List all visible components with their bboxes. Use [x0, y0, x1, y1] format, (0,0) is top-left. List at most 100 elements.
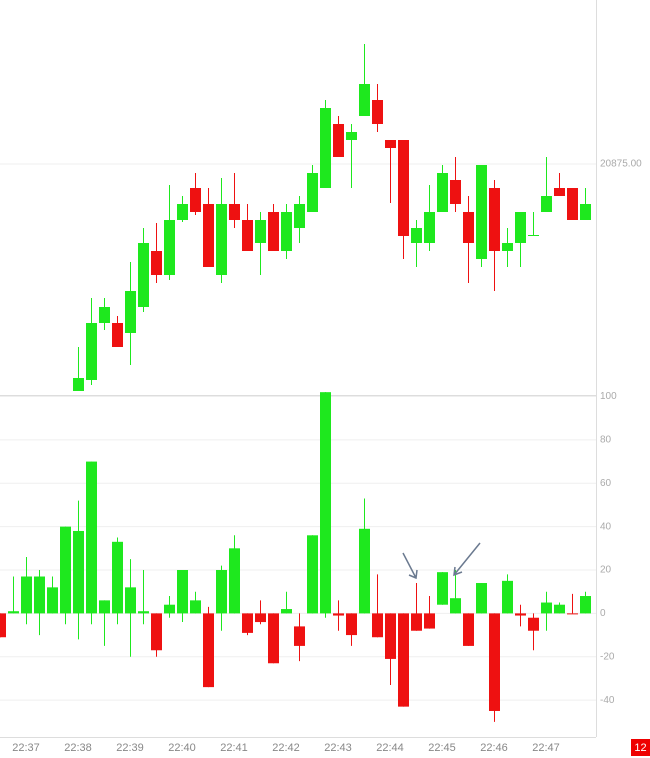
annotation-arrow — [402, 542, 481, 580]
candle-body — [99, 600, 110, 614]
candle-body — [528, 617, 539, 631]
candle-body — [190, 600, 201, 614]
candle-body — [385, 140, 396, 148]
candle-body — [359, 84, 370, 116]
candle-body — [398, 140, 409, 236]
candle-body — [541, 196, 552, 212]
candle-body — [268, 613, 279, 664]
candle-body — [437, 173, 448, 212]
y-tick-label: -40 — [600, 695, 615, 706]
candle-body — [359, 528, 370, 614]
candle-body — [281, 609, 292, 614]
candle-body — [580, 596, 591, 614]
candle-body — [177, 570, 188, 614]
x-tick-label: 22:47 — [532, 742, 560, 754]
candle-body — [567, 188, 578, 220]
candle-body — [73, 378, 84, 391]
badge — [631, 739, 650, 756]
candle-body — [502, 580, 513, 614]
candle-body — [307, 173, 318, 212]
candle-body — [450, 180, 461, 204]
candle-body — [398, 613, 409, 707]
candle-body — [203, 613, 214, 688]
candle-body — [138, 611, 149, 614]
candle-body — [112, 541, 123, 614]
x-tick-label: 22:37 — [12, 742, 40, 754]
candle-body — [411, 228, 422, 243]
candle-body — [229, 548, 240, 614]
candle-body — [216, 570, 227, 614]
candle-body — [151, 251, 162, 275]
candle-body — [73, 530, 84, 614]
candle-body — [216, 204, 227, 275]
candle-body — [320, 392, 331, 614]
candle-body — [47, 587, 58, 614]
candle-body — [450, 598, 461, 614]
candle-body — [463, 613, 474, 646]
badge-text: 12 — [634, 742, 646, 754]
candle-body — [411, 613, 422, 631]
candle-body — [151, 613, 162, 651]
candle-body — [112, 323, 123, 347]
candle-body — [125, 587, 136, 614]
candle-body — [281, 212, 292, 251]
x-tick-label: 22:41 — [220, 742, 248, 754]
candle-body — [541, 602, 552, 614]
y-tick-label: 60 — [600, 478, 612, 489]
candle-body — [164, 604, 175, 614]
candle-body — [34, 576, 45, 614]
candle-body — [164, 220, 175, 275]
candle-body — [424, 212, 435, 243]
candle-body — [294, 204, 305, 228]
candle-body — [21, 576, 32, 614]
candle-body — [554, 604, 565, 614]
candle-body — [346, 132, 357, 140]
candle-body — [502, 243, 513, 251]
candle-body — [203, 204, 214, 267]
y-tick-label: 100 — [600, 391, 617, 402]
candle-body — [242, 220, 253, 251]
y-tick-label: 80 — [600, 435, 612, 446]
candle-body — [567, 613, 578, 615]
x-tick-label: 22:45 — [428, 742, 456, 754]
y-tick-label: 20 — [600, 565, 612, 576]
x-tick-label: 22:39 — [116, 742, 144, 754]
x-tick-label: 22:42 — [272, 742, 300, 754]
candle-body — [528, 235, 539, 236]
y-tick-label: 40 — [600, 521, 612, 532]
candle-body — [138, 243, 149, 307]
x-tick-label: 22:44 — [376, 742, 404, 754]
candle-body — [489, 188, 500, 251]
candle-body — [489, 613, 500, 711]
candle-body — [437, 572, 448, 605]
candle-body — [99, 307, 110, 323]
candle-body — [86, 323, 97, 380]
x-tick-label: 22:38 — [64, 742, 92, 754]
candle-body — [346, 613, 357, 636]
candle-body — [268, 212, 279, 251]
candle-body — [294, 626, 305, 646]
candle-body — [229, 204, 240, 220]
candle-body — [372, 613, 383, 638]
y-tick-label: 20875.00 — [600, 159, 642, 170]
candle-body — [515, 613, 526, 616]
candle-body — [190, 188, 201, 212]
candle-body — [424, 613, 435, 629]
candle-body — [255, 220, 266, 243]
candle-body — [554, 188, 565, 196]
candle-body — [125, 291, 136, 333]
candle-body — [476, 583, 487, 614]
candle-body — [0, 613, 6, 638]
candle-body — [242, 613, 253, 633]
candle-body — [580, 204, 591, 220]
candle-body — [333, 613, 344, 616]
candle-body — [463, 212, 474, 243]
y-tick-label: 0 — [600, 608, 606, 619]
x-tick-label: 22:46 — [480, 742, 508, 754]
candle-body — [320, 108, 331, 188]
candle-body — [333, 124, 344, 157]
x-tick-label: 22:43 — [324, 742, 352, 754]
candle-body — [372, 100, 383, 124]
candle-body — [476, 165, 487, 259]
